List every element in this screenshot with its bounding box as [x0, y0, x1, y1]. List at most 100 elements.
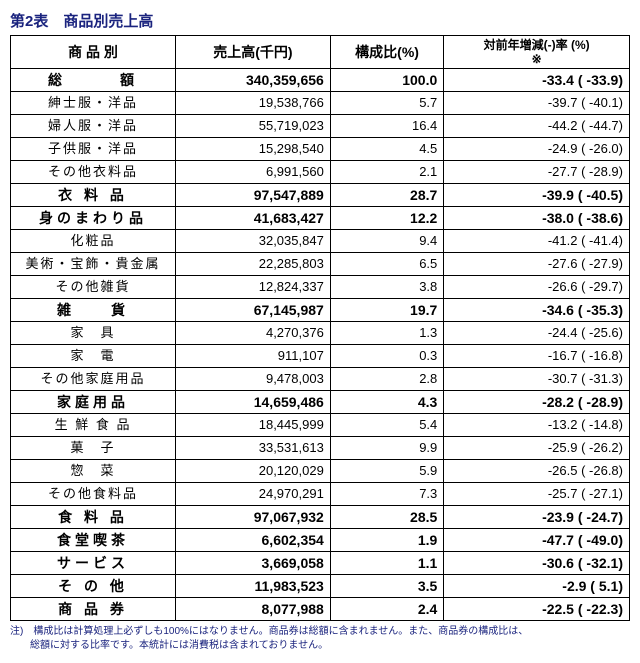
- cell-ratio: 2.1: [330, 161, 443, 184]
- cell-sales: 6,991,560: [176, 161, 331, 184]
- cell-ratio: 4.5: [330, 138, 443, 161]
- table-row: 化粧品32,035,8479.4-41.2 ( -41.4): [11, 230, 630, 253]
- cell-ratio: 3.5: [330, 575, 443, 598]
- table-row: 雑 貨67,145,98719.7-34.6 ( -35.3): [11, 299, 630, 322]
- cell-yoy: -24.9 ( -26.0): [444, 138, 630, 161]
- cell-sales: 22,285,803: [176, 253, 331, 276]
- cell-ratio: 1.9: [330, 529, 443, 552]
- cell-sales: 33,531,613: [176, 437, 331, 460]
- cell-sales: 11,983,523: [176, 575, 331, 598]
- table-row: 惣 菜20,120,0295.9-26.5 ( -26.8): [11, 460, 630, 483]
- cell-sales: 340,359,656: [176, 69, 331, 92]
- cell-category: 食 料 品: [11, 506, 176, 529]
- cell-yoy: -25.9 ( -26.2): [444, 437, 630, 460]
- cell-yoy: -25.7 ( -27.1): [444, 483, 630, 506]
- table-row: 食堂喫茶6,602,3541.9-47.7 ( -49.0): [11, 529, 630, 552]
- cell-category: その他衣料品: [11, 161, 176, 184]
- cell-ratio: 1.3: [330, 322, 443, 345]
- cell-yoy: -23.9 ( -24.7): [444, 506, 630, 529]
- cell-ratio: 5.4: [330, 414, 443, 437]
- cell-yoy: -30.6 ( -32.1): [444, 552, 630, 575]
- table-row: 衣 料 品97,547,88928.7-39.9 ( -40.5): [11, 184, 630, 207]
- table-row: 子供服・洋品15,298,5404.5-24.9 ( -26.0): [11, 138, 630, 161]
- cell-ratio: 16.4: [330, 115, 443, 138]
- cell-category: 美術・宝飾・貴金属: [11, 253, 176, 276]
- cell-category: その他食料品: [11, 483, 176, 506]
- cell-yoy: -26.6 ( -29.7): [444, 276, 630, 299]
- cell-sales: 67,145,987: [176, 299, 331, 322]
- cell-sales: 3,669,058: [176, 552, 331, 575]
- cell-ratio: 28.5: [330, 506, 443, 529]
- cell-sales: 14,659,486: [176, 391, 331, 414]
- cell-yoy: -39.9 ( -40.5): [444, 184, 630, 207]
- cell-category: 化粧品: [11, 230, 176, 253]
- cell-category: サービス: [11, 552, 176, 575]
- cell-category: 身のまわり品: [11, 207, 176, 230]
- cell-sales: 4,270,376: [176, 322, 331, 345]
- cell-yoy: -41.2 ( -41.4): [444, 230, 630, 253]
- cell-ratio: 6.5: [330, 253, 443, 276]
- cell-ratio: 3.8: [330, 276, 443, 299]
- cell-yoy: -24.4 ( -25.6): [444, 322, 630, 345]
- cell-category: 家 電: [11, 345, 176, 368]
- cell-sales: 55,719,023: [176, 115, 331, 138]
- cell-sales: 8,077,988: [176, 598, 331, 621]
- cell-sales: 41,683,427: [176, 207, 331, 230]
- table-row: その他家庭用品9,478,0032.8-30.7 ( -31.3): [11, 368, 630, 391]
- table-row: その他雑貨12,824,3373.8-26.6 ( -29.7): [11, 276, 630, 299]
- cell-yoy: -34.6 ( -35.3): [444, 299, 630, 322]
- cell-yoy: -27.6 ( -27.9): [444, 253, 630, 276]
- cell-sales: 19,538,766: [176, 92, 331, 115]
- cell-ratio: 9.4: [330, 230, 443, 253]
- cell-category: 雑 貨: [11, 299, 176, 322]
- cell-ratio: 5.7: [330, 92, 443, 115]
- cell-category: 紳士服・洋品: [11, 92, 176, 115]
- header-category: 商 品 別: [11, 36, 176, 69]
- cell-ratio: 19.7: [330, 299, 443, 322]
- footnote: 注) 構成比は計算処理上必ずしも100%にはなりません。商品券は総額に含まれませ…: [10, 625, 630, 653]
- cell-category: 食堂喫茶: [11, 529, 176, 552]
- header-sales: 売上高(千円): [176, 36, 331, 69]
- table-row: 美術・宝飾・貴金属22,285,8036.5-27.6 ( -27.9): [11, 253, 630, 276]
- cell-yoy: -44.2 ( -44.7): [444, 115, 630, 138]
- cell-category: 家 具: [11, 322, 176, 345]
- cell-sales: 20,120,029: [176, 460, 331, 483]
- cell-ratio: 100.0: [330, 69, 443, 92]
- cell-category: その他家庭用品: [11, 368, 176, 391]
- cell-category: 総 額: [11, 69, 176, 92]
- table-row: 菓 子33,531,6139.9-25.9 ( -26.2): [11, 437, 630, 460]
- cell-yoy: -26.5 ( -26.8): [444, 460, 630, 483]
- cell-sales: 97,547,889: [176, 184, 331, 207]
- table-row: 生 鮮 食 品18,445,9995.4-13.2 ( -14.8): [11, 414, 630, 437]
- sales-table: 商 品 別 売上高(千円) 構成比(%) 対前年増減(-)率 (%) ※ 総 額…: [10, 35, 630, 621]
- cell-category: 婦人服・洋品: [11, 115, 176, 138]
- cell-yoy: -39.7 ( -40.1): [444, 92, 630, 115]
- cell-category: 家庭用品: [11, 391, 176, 414]
- table-title: 第2表 商品別売上高: [10, 10, 630, 31]
- cell-category: 商 品 券: [11, 598, 176, 621]
- header-ratio: 構成比(%): [330, 36, 443, 69]
- cell-ratio: 2.4: [330, 598, 443, 621]
- table-row: 食 料 品97,067,93228.5-23.9 ( -24.7): [11, 506, 630, 529]
- cell-yoy: -22.5 ( -22.3): [444, 598, 630, 621]
- cell-sales: 32,035,847: [176, 230, 331, 253]
- table-row: その他食料品24,970,2917.3-25.7 ( -27.1): [11, 483, 630, 506]
- cell-category: 衣 料 品: [11, 184, 176, 207]
- cell-yoy: -47.7 ( -49.0): [444, 529, 630, 552]
- cell-ratio: 1.1: [330, 552, 443, 575]
- cell-ratio: 28.7: [330, 184, 443, 207]
- cell-category: そ の 他: [11, 575, 176, 598]
- cell-sales: 97,067,932: [176, 506, 331, 529]
- cell-yoy: -13.2 ( -14.8): [444, 414, 630, 437]
- cell-ratio: 12.2: [330, 207, 443, 230]
- cell-category: 生 鮮 食 品: [11, 414, 176, 437]
- cell-ratio: 9.9: [330, 437, 443, 460]
- cell-yoy: -2.9 ( 5.1): [444, 575, 630, 598]
- cell-yoy: -16.7 ( -16.8): [444, 345, 630, 368]
- table-row: 家庭用品14,659,4864.3-28.2 ( -28.9): [11, 391, 630, 414]
- cell-category: 菓 子: [11, 437, 176, 460]
- header-yoy: 対前年増減(-)率 (%) ※: [444, 36, 630, 69]
- cell-category: 子供服・洋品: [11, 138, 176, 161]
- cell-yoy: -30.7 ( -31.3): [444, 368, 630, 391]
- table-row: 総 額340,359,656100.0-33.4 ( -33.9): [11, 69, 630, 92]
